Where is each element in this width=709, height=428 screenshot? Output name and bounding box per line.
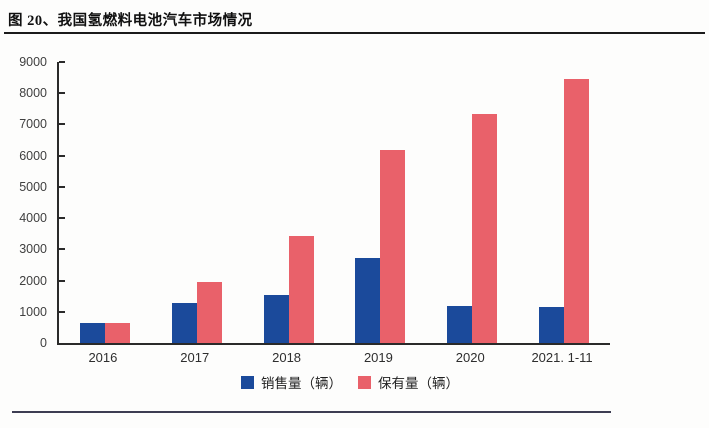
y-tick-label: 1000 bbox=[19, 304, 47, 319]
bar bbox=[288, 236, 314, 343]
y-tick-label: 9000 bbox=[19, 55, 47, 69]
y-tick-label: 8000 bbox=[19, 86, 47, 101]
x-tick-label: 2016 bbox=[88, 350, 118, 365]
y-axis-labels: 0 1000 2000 3000 4000 5000 6000 7000 8000 9000 bbox=[0, 55, 50, 350]
bar-group bbox=[426, 114, 518, 343]
bar bbox=[79, 323, 105, 343]
legend-item: 销售量（辆） bbox=[241, 372, 342, 392]
y-tick-mark bbox=[59, 92, 65, 95]
bar bbox=[196, 282, 222, 343]
legend-label: 保有量（辆） bbox=[378, 376, 459, 391]
bar-group bbox=[518, 79, 610, 343]
figure-title: 图 20、我国氢燃料电池汽车市场情况 bbox=[8, 13, 253, 29]
plot-area bbox=[57, 61, 610, 345]
bar bbox=[104, 323, 130, 343]
legend-item: 保有量（辆） bbox=[358, 372, 459, 392]
bar bbox=[355, 258, 381, 343]
y-tick-label: 2000 bbox=[19, 273, 47, 288]
y-tick-mark bbox=[59, 217, 65, 220]
legend-swatch bbox=[358, 375, 371, 389]
y-axis-ticks bbox=[59, 61, 610, 343]
bar bbox=[564, 79, 590, 343]
bar bbox=[171, 303, 197, 343]
y-tick-mark bbox=[59, 279, 65, 282]
bar-group bbox=[59, 323, 151, 343]
y-tick-label: 3000 bbox=[19, 242, 47, 257]
y-tick-label: 5000 bbox=[19, 179, 47, 194]
x-tick-label: 2020 bbox=[455, 350, 485, 365]
x-tick-label: 2017 bbox=[180, 350, 210, 365]
x-axis-labels: 2016 2017 2018 2019 2020 2021. 1-11 bbox=[57, 350, 608, 365]
legend-label: 销售量（辆） bbox=[261, 376, 342, 391]
y-tick-label: 0 bbox=[40, 336, 47, 350]
bars-row bbox=[59, 62, 610, 343]
bar-group bbox=[243, 236, 335, 343]
bar bbox=[380, 150, 406, 343]
y-tick-mark bbox=[59, 248, 65, 251]
x-tick-label: 2018 bbox=[272, 350, 302, 365]
title-divider-line bbox=[4, 32, 705, 34]
x-tick-label: 2021. 1-11 bbox=[531, 350, 593, 365]
legend-swatch bbox=[241, 375, 254, 389]
y-tick-mark bbox=[59, 185, 65, 188]
y-tick-label: 7000 bbox=[19, 117, 47, 132]
bottom-divider-line bbox=[12, 411, 611, 413]
legend: 销售量（辆） 保有量（辆） bbox=[0, 372, 700, 392]
x-tick-label: 2019 bbox=[363, 350, 393, 365]
bar bbox=[263, 295, 289, 343]
y-tick-mark bbox=[59, 123, 65, 126]
y-tick-mark bbox=[59, 61, 65, 63]
bar bbox=[472, 114, 498, 343]
y-tick-label: 6000 bbox=[19, 148, 47, 163]
y-tick-mark bbox=[59, 310, 65, 313]
y-tick-mark bbox=[59, 154, 65, 157]
bar bbox=[447, 306, 473, 343]
y-tick-label: 4000 bbox=[19, 211, 47, 226]
bar bbox=[539, 307, 565, 343]
bar-group bbox=[334, 150, 426, 343]
bar-group bbox=[151, 282, 243, 343]
